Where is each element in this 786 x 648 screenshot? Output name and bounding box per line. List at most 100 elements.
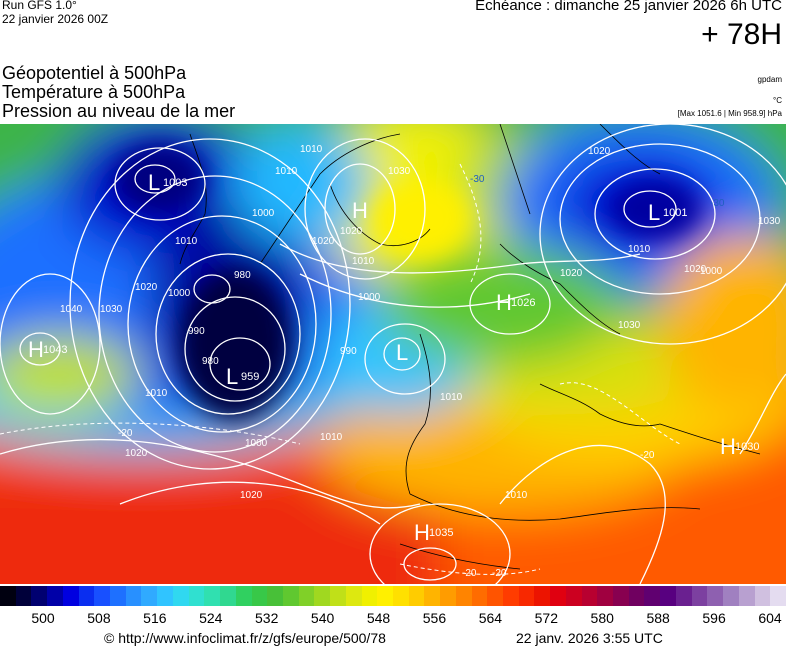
isobar-label: 1020 [560,268,583,279]
colorbar-ticks: 500 508 516 524 532 540 548 556 564 572 580 588 596 6… [0,610,786,628]
colorbar-tick-label: 508 [87,610,111,626]
colorbar-swatch [251,586,268,606]
isobar-label: 1020 [312,236,335,247]
colorbar-swatch [157,586,173,606]
isobar-label: 1010 [175,236,198,247]
colorbar-swatch [628,586,645,606]
colorbar-tick-label: 548 [366,610,391,626]
colorbar-tick-label: 596 [702,610,726,626]
colorbar-swatch [47,586,63,606]
source-url[interactable]: © http://www.infoclimat.fr/z/gfs/europe/… [104,630,386,646]
layer-sea-level-pressure: Pression au niveau de la mer [2,101,236,121]
pressure-max-min: [Max 1051.6 | Min 958.9] hPa [677,109,782,118]
colorbar-swatch [94,586,111,606]
colorbar-tick-label: 564 [478,610,503,626]
colorbar-swatch [204,586,221,606]
isotherm-label: -20 [640,450,655,461]
colorbar-swatch [660,586,676,606]
colorbar-swatch [330,586,346,606]
colorbar-swatch [675,586,692,606]
isobar-label: 1020 [340,226,363,237]
colorbar-swatch [392,586,409,606]
colorbar-swatch [707,586,724,606]
isotherm-label: -20 [462,568,477,579]
coastlines [179,124,761,570]
colorbar-swatch [408,586,425,606]
colorbar-swatch [581,586,598,606]
isobar-label: 1010 [145,388,168,399]
colorbar-swatch [691,586,708,606]
colorbar-swatch [534,586,551,606]
isobar-label: 1010 [320,432,343,443]
center-L-value: 1001 [663,207,687,219]
isobar-label: 1040 [60,304,83,315]
isobar-label: 1020 [125,448,148,459]
isotherms [0,163,681,575]
generation-date: 22 janv. 2026 3:55 UTC [516,630,663,646]
colorbar-tick-label: 556 [422,610,447,626]
center-L-label: L [226,364,238,389]
isobar-label: 1000 [245,438,268,449]
colorbar-tick-label: 524 [199,610,223,626]
isotherm-label: -30 [710,198,725,209]
isobar-label: 1020 [135,282,158,293]
isobar-labels: 1010 1020 1000 1010 1020 1030 1020 1010 … [60,144,781,501]
colorbar-swatch [424,586,441,606]
colorbar-swatch [345,586,362,606]
colorbar-swatch [15,586,32,606]
isobar-label: 1010 [440,392,463,403]
forecast-hour: + 78H [701,18,782,51]
center-H-label: H [28,337,44,362]
colorbar-swatch [361,586,378,606]
center-H-value: 1026 [511,297,535,309]
colorbar-swatch [78,586,95,606]
center-H-label: H [496,290,512,315]
isobar-label: 1000 [252,208,275,219]
colorbar-swatch [267,586,283,606]
center-L-value: 1003 [163,177,187,189]
colorbar-swatch [550,586,566,606]
colorbar-swatch [31,586,48,606]
isobars [0,124,786,584]
isobar-label: 1030 [758,216,781,227]
run-title: Run GFS 1.0° [2,0,77,12]
colorbar-swatch [770,586,786,606]
center-L-label: L [148,170,160,195]
colorbar-tick-label: 580 [590,610,614,626]
isobar-label: 1010 [300,144,323,155]
center-H-label: H [414,520,430,545]
isobar-label: 1030 [618,320,641,331]
unit-gpdam: gpdam [757,75,782,84]
isobar-label: 1000 [168,288,191,299]
isobar-label: 1000 [700,266,723,277]
isobar-label: 1010 [352,256,375,267]
isobar-label: 1010 [628,244,651,255]
weather-map: L 1003 H L 1001 L 959 L H 1026 H 1043 H … [0,124,786,584]
isobar-label: 1010 [505,490,528,501]
colorbar-tick-label: 588 [646,610,670,626]
colorbar-swatch [455,586,472,606]
colorbar-swatch [188,586,205,606]
colorbar-swatch [503,586,519,606]
colorbar-swatch [235,586,252,606]
isobar-label: 990 [188,326,205,337]
center-H-value: 1030 [735,441,759,453]
colorbar-swatch [487,586,503,606]
center-L-label: L [396,340,408,365]
colorbar-swatch [141,586,158,606]
isobar-label: 980 [202,356,219,367]
center-H-value: 1043 [43,344,67,356]
forecast-valid-time: Echéance : dimanche 25 janvier 2026 6h U… [475,0,782,14]
colorbar-swatch [62,586,79,606]
colorbar-swatch [471,586,488,606]
isobar-label: 1020 [684,264,707,275]
colorbar-swatch [597,586,614,606]
colorbar-swatch [125,586,142,606]
colorbar-swatch [298,586,315,606]
colorbar-swatch [565,586,582,606]
colorbar-tick-label: 604 [758,610,782,626]
colorbar-swatch [738,586,755,606]
isobar-label: 1000 [358,292,381,303]
center-H-label: H [352,198,368,223]
center-L-label: L [648,200,660,225]
